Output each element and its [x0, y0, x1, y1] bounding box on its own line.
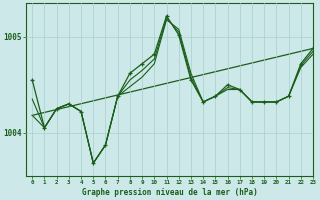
- X-axis label: Graphe pression niveau de la mer (hPa): Graphe pression niveau de la mer (hPa): [82, 188, 258, 197]
